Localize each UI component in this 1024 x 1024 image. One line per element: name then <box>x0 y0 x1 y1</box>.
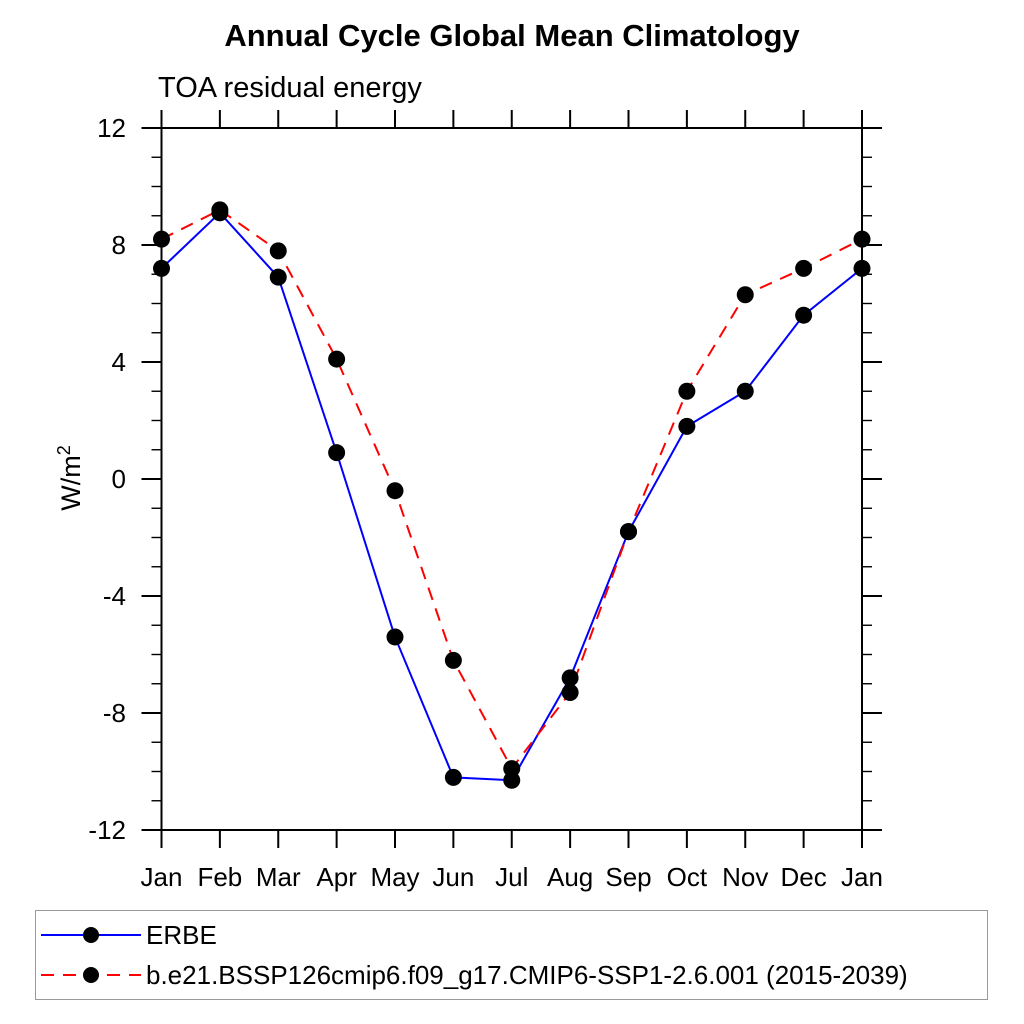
x-tick-label: Dec <box>781 862 827 892</box>
y-axis-ticks <box>141 127 882 831</box>
legend: ERBE b.e21.BSSP126cmip6.f09_g17.CMIP6-SSP… <box>35 910 988 1000</box>
x-tick-label: Jan <box>141 862 183 892</box>
chart-title: Annual Cycle Global Mean Climatology <box>224 18 800 53</box>
data-point <box>269 242 287 260</box>
data-point <box>678 382 696 400</box>
x-axis-labels: Jan Feb Mar Apr May Jun Jul Aug Sep Oct Nov Dec Jan <box>141 862 883 892</box>
y-tick-label: -4 <box>103 581 126 611</box>
x-tick-label: Jan <box>841 862 883 892</box>
data-point <box>153 230 170 248</box>
x-tick-label: Mar <box>256 862 301 892</box>
data-point <box>503 760 521 778</box>
legend-row-0: ERBE <box>41 916 987 954</box>
data-point <box>853 230 871 248</box>
x-tick-label: May <box>370 862 419 892</box>
x-tick-label: Apr <box>316 862 357 892</box>
legend-label-1: b.e21.BSSP126cmip6.f09_g17.CMIP6-SSP1-2.… <box>146 959 908 990</box>
y-tick-label: -12 <box>88 815 126 845</box>
x-axis-ticks <box>160 110 863 848</box>
x-tick-label: Jul <box>495 862 528 892</box>
data-point <box>736 382 754 400</box>
series-line-0 <box>160 211 863 782</box>
legend-line-sample-0 <box>41 927 141 943</box>
data-point <box>561 684 579 702</box>
x-tick-label: Feb <box>197 862 242 892</box>
data-point <box>444 768 462 786</box>
y-tick-label: 8 <box>112 230 126 260</box>
y-tick-label: 0 <box>112 464 126 494</box>
legend-line-sample-1 <box>41 967 141 983</box>
x-tick-label: Nov <box>722 862 768 892</box>
legend-marker-icon <box>83 967 99 983</box>
x-tick-label: Oct <box>667 862 708 892</box>
chart-subtitle: TOA residual energy <box>158 72 422 104</box>
series-markers-0 <box>153 204 871 789</box>
data-point <box>211 201 229 219</box>
x-tick-label: Aug <box>547 862 593 892</box>
legend-label-0: ERBE <box>146 919 217 950</box>
data-point <box>561 669 579 687</box>
data-point <box>386 482 404 500</box>
series-markers-1 <box>153 201 871 778</box>
data-point <box>736 286 754 304</box>
data-point <box>853 259 871 277</box>
data-point <box>269 268 287 286</box>
legend-marker-icon <box>83 927 99 943</box>
data-point <box>795 306 813 324</box>
y-tick-label: 12 <box>97 113 126 143</box>
data-point <box>328 444 346 462</box>
data-point <box>328 350 346 368</box>
y-tick-label: -8 <box>103 698 126 728</box>
data-point <box>153 259 170 277</box>
series-line-1 <box>161 208 863 771</box>
y-tick-label: 4 <box>112 347 126 377</box>
data-point <box>444 651 462 669</box>
data-point <box>620 523 637 541</box>
y-axis-labels: 12 8 4 0 -4 -8 -12 <box>88 113 126 845</box>
data-point <box>678 417 696 435</box>
x-tick-label: Sep <box>605 862 651 892</box>
data-point <box>795 259 813 277</box>
data-point <box>503 771 521 789</box>
data-point <box>386 628 404 646</box>
axis-frame <box>160 127 863 831</box>
x-tick-label: Jun <box>432 862 474 892</box>
legend-row-1: b.e21.BSSP126cmip6.f09_g17.CMIP6-SSP1-2.… <box>41 956 987 994</box>
